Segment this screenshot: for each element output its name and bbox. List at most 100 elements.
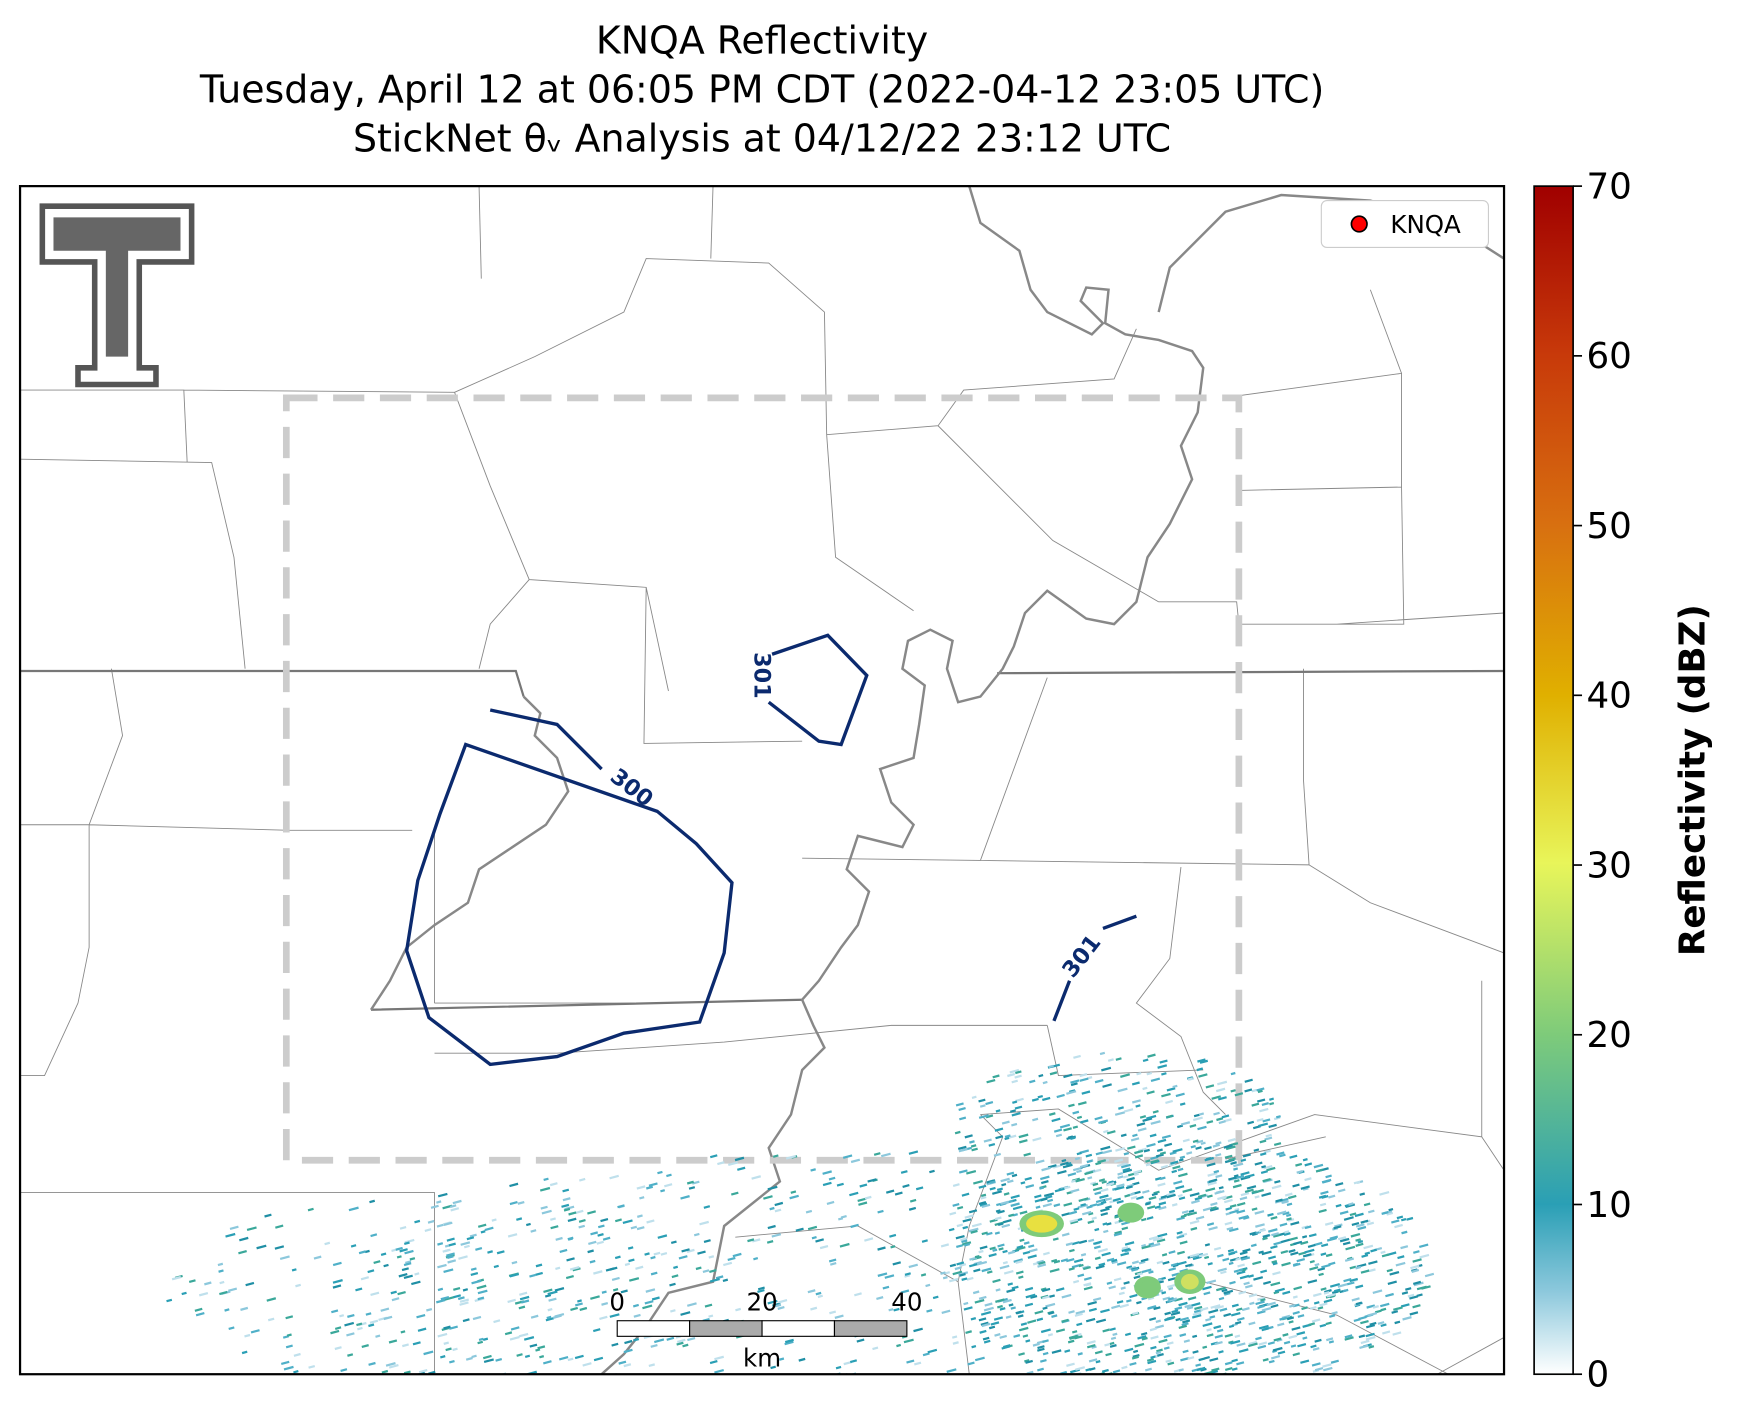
echo-pixel (864, 1237, 874, 1242)
echo-pixel (633, 1313, 641, 1318)
echo-pixel (1178, 1172, 1188, 1178)
echo-pixel (1177, 1250, 1185, 1255)
echo-pixel (1365, 1323, 1376, 1329)
echo-pixel (1145, 1379, 1150, 1382)
echo-pixel (701, 1384, 706, 1387)
echo-pixel (1003, 1270, 1014, 1275)
echo-pixel (1207, 1181, 1217, 1186)
echo-pixel (397, 1290, 406, 1296)
echo-pixel (1266, 1301, 1276, 1307)
echo-pixel (1013, 1258, 1023, 1263)
echo-pixel (1102, 1083, 1112, 1088)
echo-pixel (1103, 1129, 1109, 1134)
echo-pixel (1318, 1208, 1327, 1214)
echo-pixel (1048, 1385, 1054, 1389)
echo-pixel (894, 1191, 903, 1196)
echo-pixel (1196, 1067, 1204, 1072)
echo-pixel (1015, 1246, 1026, 1251)
echo-pixel (1011, 1122, 1018, 1127)
echo-pixel (1105, 1182, 1115, 1187)
echo-pixel (1302, 1158, 1308, 1162)
echo-pixel (795, 1227, 804, 1232)
echo-pixel (1095, 1360, 1101, 1364)
echo-pixel (1223, 1289, 1234, 1295)
echo-pixel (979, 1329, 987, 1334)
echo-pixel (763, 1195, 773, 1200)
echo-pixel (946, 1405, 952, 1409)
echo-pixel (784, 1340, 794, 1346)
echo-pixel (1104, 1197, 1113, 1202)
echo-pixel (1102, 1328, 1111, 1333)
echo-pixel (1017, 1314, 1024, 1318)
echo-pixel (1137, 1335, 1147, 1340)
echo-pixel (949, 1211, 957, 1216)
echo-pixel (1196, 1366, 1206, 1372)
echo-pixel (1002, 1298, 1012, 1304)
theta-v-contour (767, 633, 869, 747)
echo-pixel (1049, 1268, 1060, 1273)
echo-pixel (1001, 1120, 1010, 1125)
echo-pixel (1133, 1172, 1139, 1177)
echo-pixel (1094, 1350, 1103, 1355)
echo-pixel (727, 1256, 736, 1262)
echo-pixel (368, 1361, 376, 1366)
echo-pixel (1242, 1248, 1251, 1253)
echo-pixel (471, 1279, 482, 1285)
echo-pixel (1098, 1178, 1106, 1182)
echo-pixel (375, 1334, 381, 1338)
echo-pixel (807, 1289, 816, 1294)
echo-pixel (648, 1182, 658, 1187)
echo-pixel (1032, 1394, 1042, 1399)
echo-pixel (1061, 1293, 1072, 1299)
echo-pixel (1144, 1390, 1153, 1394)
echo-pixel (417, 1327, 427, 1332)
echo-pixel (1061, 1318, 1069, 1323)
echo-pixel (1164, 1316, 1174, 1322)
echo-pixel (628, 1258, 635, 1263)
echo-pixel (1170, 1262, 1179, 1267)
echo-pixel (495, 1357, 503, 1362)
echo-pixel (567, 1357, 574, 1362)
echo-pixel (1097, 1159, 1107, 1164)
echo-pixel (1355, 1265, 1362, 1270)
colorbar-label: Reflectivity (dBZ) (1673, 604, 1714, 956)
echo-pixel (1335, 1182, 1344, 1187)
echo-pixel (1072, 1125, 1079, 1129)
echo-pixel (1217, 1253, 1224, 1258)
echo-pixel (959, 1272, 966, 1277)
echo-pixel (1152, 1110, 1159, 1114)
echo-pixel (1142, 1189, 1150, 1194)
echo-pixel (509, 1335, 520, 1341)
echo-pixel (1019, 1210, 1028, 1215)
echo-pixel (1053, 1203, 1061, 1208)
echo-pixel (1144, 1202, 1151, 1206)
echo-pixel (449, 1359, 455, 1364)
echo-pixel (1125, 1379, 1131, 1383)
echo-pixel (1240, 1171, 1250, 1176)
echo-pixel (992, 1248, 998, 1252)
echo-pixel (1228, 1340, 1234, 1344)
echo-pixel (702, 1404, 710, 1408)
echo-pixel (988, 1143, 996, 1147)
echo-pixel (867, 1178, 877, 1183)
echo-core (1180, 1273, 1199, 1290)
echo-pixel (636, 1226, 645, 1231)
echo-pixel (1325, 1337, 1334, 1342)
echo-pixel (1258, 1122, 1269, 1128)
echo-pixel (1121, 1365, 1128, 1370)
echo-pixel (1190, 1144, 1196, 1149)
echo-pixel (440, 1295, 450, 1301)
echo-pixel (1117, 1087, 1128, 1093)
echo-pixel (1160, 1164, 1169, 1169)
echo-pixel (1141, 1243, 1147, 1248)
echo-pixel (1124, 1347, 1134, 1353)
echo-pixel (798, 1357, 806, 1362)
echo-pixel (993, 1316, 1004, 1321)
echo-pixel (771, 1233, 782, 1238)
echo-pixel (1250, 1243, 1257, 1248)
echo-pixel (692, 1180, 700, 1185)
echo-pixel (1228, 1157, 1236, 1162)
colorbar (1533, 185, 1574, 1376)
echo-pixel (283, 1365, 294, 1371)
echo-pixel (1410, 1264, 1420, 1270)
